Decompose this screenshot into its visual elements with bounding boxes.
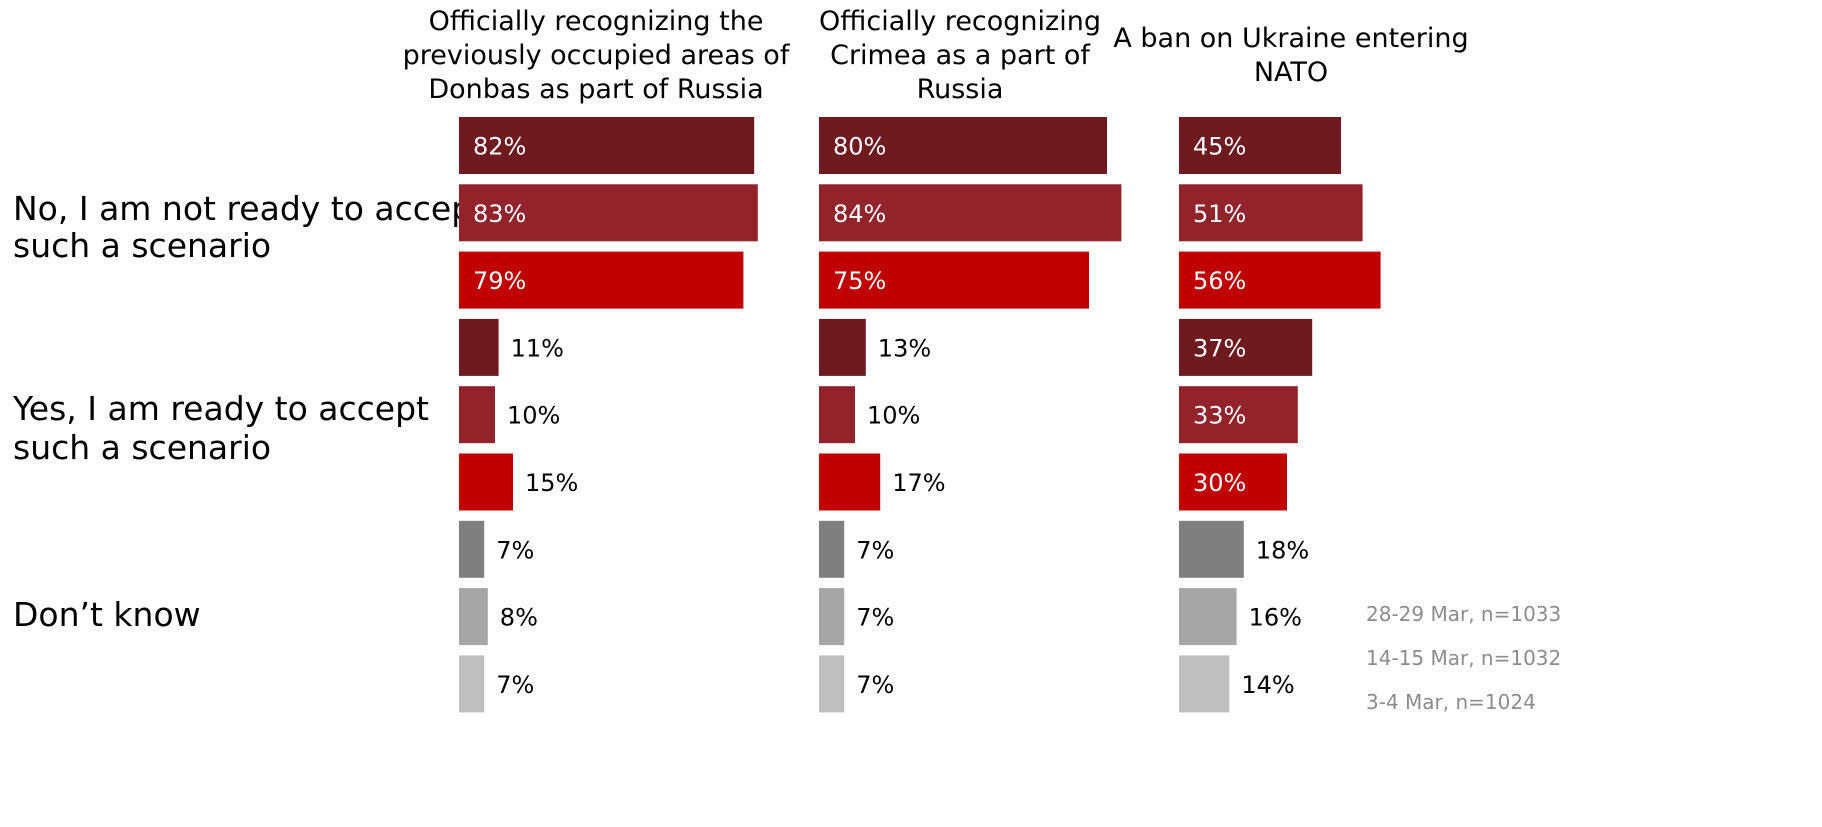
bar-col3-group1-series3: [1179, 251, 1381, 309]
value-label-col2-group3-series3: 7%: [856, 671, 894, 699]
bar-col3-group3-series1: [1179, 520, 1244, 578]
bar-col2-group2-series2: [819, 386, 855, 444]
legend: 28-29 Mar, n=1033 14-15 Mar, n=1032 3-4 Ma…: [1366, 602, 1561, 714]
value-label-col1-group3-series1: 7%: [496, 536, 534, 564]
value-label-col1-group2-series3: 15%: [525, 469, 578, 497]
value-label-col3-group1-series1: 45%: [1193, 133, 1246, 161]
column-title-1-line-1: Officially recognizing the: [429, 6, 764, 37]
value-label-col3-group3-series1: 18%: [1256, 536, 1309, 564]
value-label-col1-group3-series3: 7%: [496, 671, 534, 699]
bar-col2-group1-series2: [819, 184, 1122, 242]
row-group-label-1-line-1: No, I am not ready to accept: [13, 189, 485, 228]
row-group-label-2-line-1: Yes, I am ready to accept: [12, 389, 429, 428]
bar-col1-group3-series2: [459, 588, 488, 646]
column-title-2-line-3: Russia: [917, 74, 1004, 105]
bar-col3-group1-series1: [1179, 117, 1341, 174]
value-label-col3-group2-series3: 30%: [1193, 469, 1246, 497]
value-label-col3-group3-series2: 16%: [1249, 604, 1302, 632]
legend-entry-2: 14-15 Mar, n=1032: [1366, 646, 1561, 670]
row-group-label-3-line-1: Don’t know: [13, 595, 201, 634]
value-label-col1-group3-series2: 8%: [500, 604, 538, 632]
value-label-col3-group2-series1: 37%: [1193, 334, 1246, 362]
bar-col1-group3-series3: [459, 655, 485, 713]
column-title-1-line-3: Donbas as part of Russia: [428, 74, 763, 105]
row-group-label-2-line-2: such a scenario: [13, 428, 271, 467]
value-label-col2-group3-series2: 7%: [856, 604, 894, 632]
value-label-col2-group3-series1: 7%: [856, 536, 894, 564]
bar-col3-group3-series3: [1179, 655, 1230, 713]
bar-col2-group1-series1: [819, 117, 1107, 174]
value-label-col3-group1-series2: 51%: [1193, 200, 1246, 228]
bar-col3-group1-series2: [1179, 184, 1363, 242]
bar-col2-group2-series1: [819, 318, 866, 376]
bar-col3-group2-series3: [1179, 453, 1287, 511]
bar-col1-group1-series1: [459, 117, 755, 174]
value-label-col1-group1-series2: 83%: [473, 200, 526, 228]
bar-col3-group2-series2: [1179, 386, 1298, 444]
bar-col2-group3-series3: [819, 655, 845, 713]
bar-col1-group1-series3: [459, 251, 744, 309]
bar-col2-group3-series1: [819, 520, 845, 578]
bar-col1-group1-series2: [459, 184, 758, 242]
value-label-col2-group2-series1: 13%: [878, 334, 931, 362]
column-title-2-line-1: Officially recognizing: [819, 6, 1101, 37]
value-label-col1-group1-series3: 79%: [473, 267, 526, 295]
bar-col2-group1-series3: [819, 251, 1089, 309]
column-title-2-line-2: Crimea as a part of: [830, 40, 1091, 71]
column-title-3-line-2: NATO: [1254, 57, 1328, 88]
bars: 82% 83% 79% 11% 10% 15% 7% 8% 7% 80% 84% 75% 13% 10% 1…: [459, 117, 1381, 713]
value-label-col1-group2-series2: 10%: [507, 402, 560, 430]
legend-entry-1: 28-29 Mar, n=1033: [1366, 602, 1561, 626]
value-label-col1-group2-series1: 11%: [511, 334, 564, 362]
bar-col1-group3-series1: [459, 520, 485, 578]
value-label-col3-group2-series2: 33%: [1193, 402, 1246, 430]
bar-col1-group2-series2: [459, 386, 495, 444]
value-label-col3-group3-series3: 14%: [1241, 671, 1294, 699]
bar-col2-group3-series2: [819, 588, 845, 646]
row-group-label-1-line-2: such a scenario: [13, 226, 271, 265]
value-label-col2-group1-series2: 84%: [833, 200, 886, 228]
bar-col1-group2-series1: [459, 318, 499, 376]
legend-entry-3: 3-4 Mar, n=1024: [1366, 690, 1536, 714]
bar-col1-group2-series3: [459, 453, 513, 511]
bar-col3-group2-series1: [1179, 318, 1313, 376]
column-title-1-line-2: previously occupied areas of: [403, 40, 791, 71]
value-label-col1-group1-series1: 82%: [473, 133, 526, 161]
bar-col3-group3-series2: [1179, 588, 1237, 646]
value-label-col3-group1-series3: 56%: [1193, 267, 1246, 295]
value-label-col2-group1-series1: 80%: [833, 133, 886, 161]
value-label-col2-group2-series3: 17%: [892, 469, 945, 497]
value-label-col2-group1-series3: 75%: [833, 267, 886, 295]
column-title-3-line-1: A ban on Ukraine entering: [1113, 23, 1468, 54]
value-label-col2-group2-series2: 10%: [867, 402, 920, 430]
bar-col2-group2-series3: [819, 453, 881, 511]
